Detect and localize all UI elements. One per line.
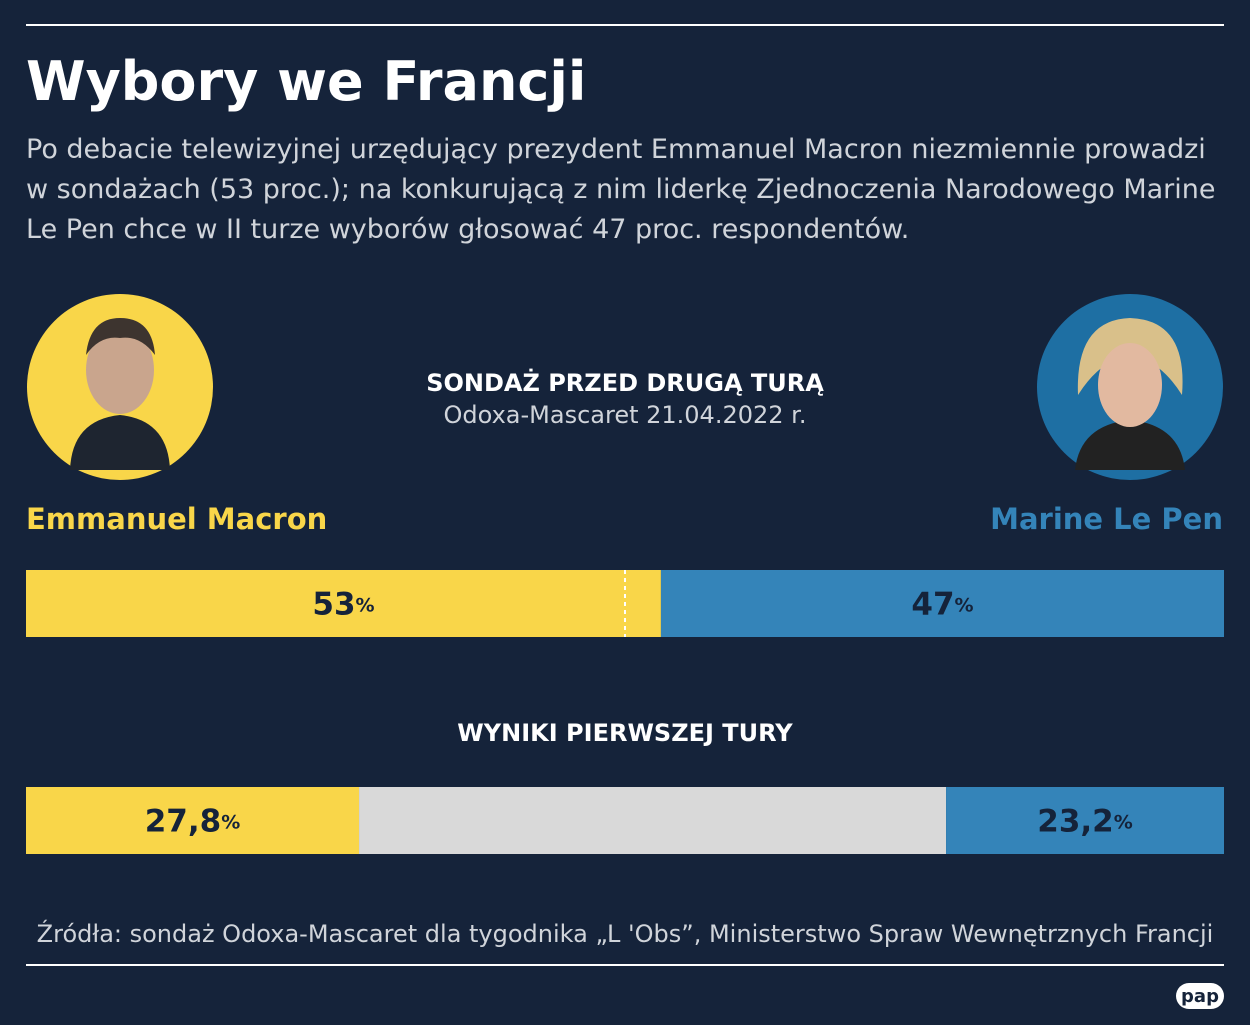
bar-segment [946, 787, 1224, 854]
title: Wybory we Francji [26, 50, 587, 113]
logo-badge [1176, 983, 1224, 1009]
chart-title: WYNIKI PIERWSZEJ TURY [457, 719, 793, 747]
bar-segment [660, 570, 1224, 637]
source: Źródła: sondaż Odoxa-Mascaret dla tygodn… [37, 919, 1214, 948]
photo-macron [27, 294, 213, 480]
chart-title: SONDAŻ PRZED DRUGĄ TURĄ [426, 368, 824, 397]
logo: pap [1181, 986, 1219, 1007]
value-label: 47% [911, 586, 973, 622]
candidate-name: Emmanuel Macron [26, 502, 327, 536]
bar-segment [26, 570, 661, 637]
candidate-name: Marine Le Pen [990, 502, 1223, 536]
photo-lepen [1037, 294, 1223, 480]
bar-segment [359, 787, 947, 854]
value-label: 53% [312, 586, 374, 622]
value-label: 23,2% [1037, 803, 1133, 839]
value-label: 27,8% [145, 803, 241, 839]
subtitle: Po debacie telewizyjnej urzędujący prezy… [26, 134, 1216, 245]
bar-segment [26, 787, 360, 854]
chart-subtitle: Odoxa-Mascaret 21.04.2022 r. [444, 401, 807, 429]
